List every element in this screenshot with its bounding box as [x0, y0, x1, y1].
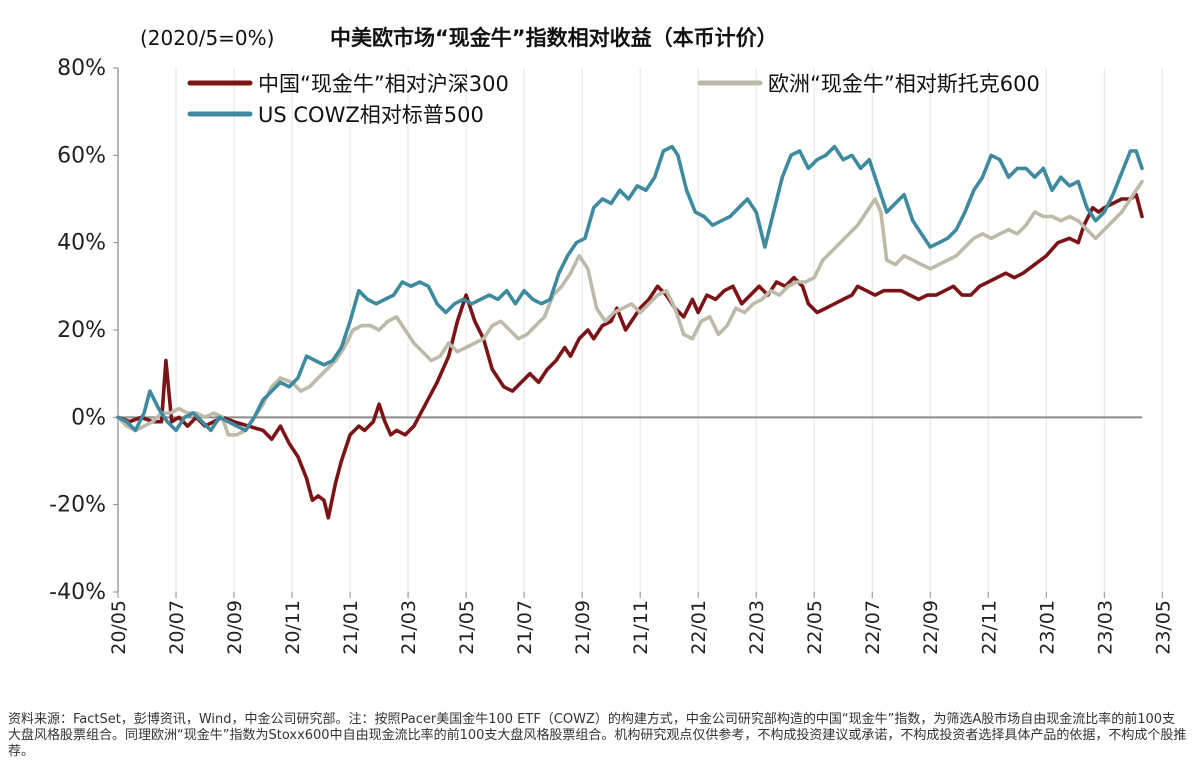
x-tick-label: 22/11 [978, 600, 1000, 655]
y-tick-label: -20% [49, 493, 106, 518]
x-tick-label: 21/11 [630, 600, 652, 655]
y-tick-label: 20% [57, 318, 106, 343]
x-tick-label: 20/11 [282, 600, 304, 655]
x-tick-label: 21/01 [340, 600, 362, 655]
y-tick-label: 80% [57, 56, 106, 81]
legend: 中国“现金牛”相对沪深300 欧洲“现金牛”相对斯托克600 US COWZ相对标普… [187, 72, 1040, 127]
source-footnote: 资料来源：FactSet，彭博资讯，Wind，中金公司研究部。注：按照Pacer… [8, 712, 1187, 759]
y-tick-label: 40% [57, 231, 106, 256]
x-tick-label: 21/05 [456, 600, 478, 655]
legend-label-0: 中国“现金牛”相对沪深300 [258, 72, 509, 96]
cash-cow-relative-return-chart: (2020/5=0%) 中美欧市场“现金牛”指数相对收益（本币计价） 20/05… [49, 26, 1174, 655]
series-layer [116, 144, 1144, 520]
y-tick-label: 0% [71, 405, 106, 430]
x-tick-label: 20/07 [166, 600, 188, 655]
x-tick-label: 21/09 [572, 600, 594, 655]
x-tick-label: 22/03 [746, 600, 768, 655]
y-tick-label: -40% [49, 580, 106, 605]
series-line-0 [116, 192, 1144, 520]
x-tick-label: 21/07 [514, 600, 536, 655]
x-tick-label: 21/03 [398, 600, 420, 655]
y-tick-label: 60% [57, 143, 106, 168]
x-tick-label: 23/03 [1094, 600, 1116, 655]
x-tick-label: 20/05 [108, 600, 130, 655]
chart-title: 中美欧市场“现金牛”指数相对收益（本币计价） [330, 26, 778, 50]
x-tick-label: 23/05 [1152, 600, 1174, 655]
x-tick-label: 22/07 [862, 600, 884, 655]
x-tick-label: 22/09 [920, 600, 942, 655]
x-tick-label: 20/09 [224, 600, 246, 655]
x-tick-label: 22/05 [804, 600, 826, 655]
axes: 20/05 20/07 20/09 20/11 21/01 21/03 21/05 21/07… [49, 56, 1174, 655]
grid [175, 68, 1163, 592]
x-tick-label: 22/01 [688, 600, 710, 655]
series-line-1 [116, 179, 1144, 437]
legend-label-2: US COWZ相对标普500 [258, 103, 484, 127]
base-note: (2020/5=0%) [140, 26, 274, 50]
x-tick-label: 23/01 [1036, 600, 1058, 655]
series-line-2 [116, 144, 1144, 433]
legend-label-1: 欧洲“现金牛”相对斯托克600 [768, 72, 1040, 96]
